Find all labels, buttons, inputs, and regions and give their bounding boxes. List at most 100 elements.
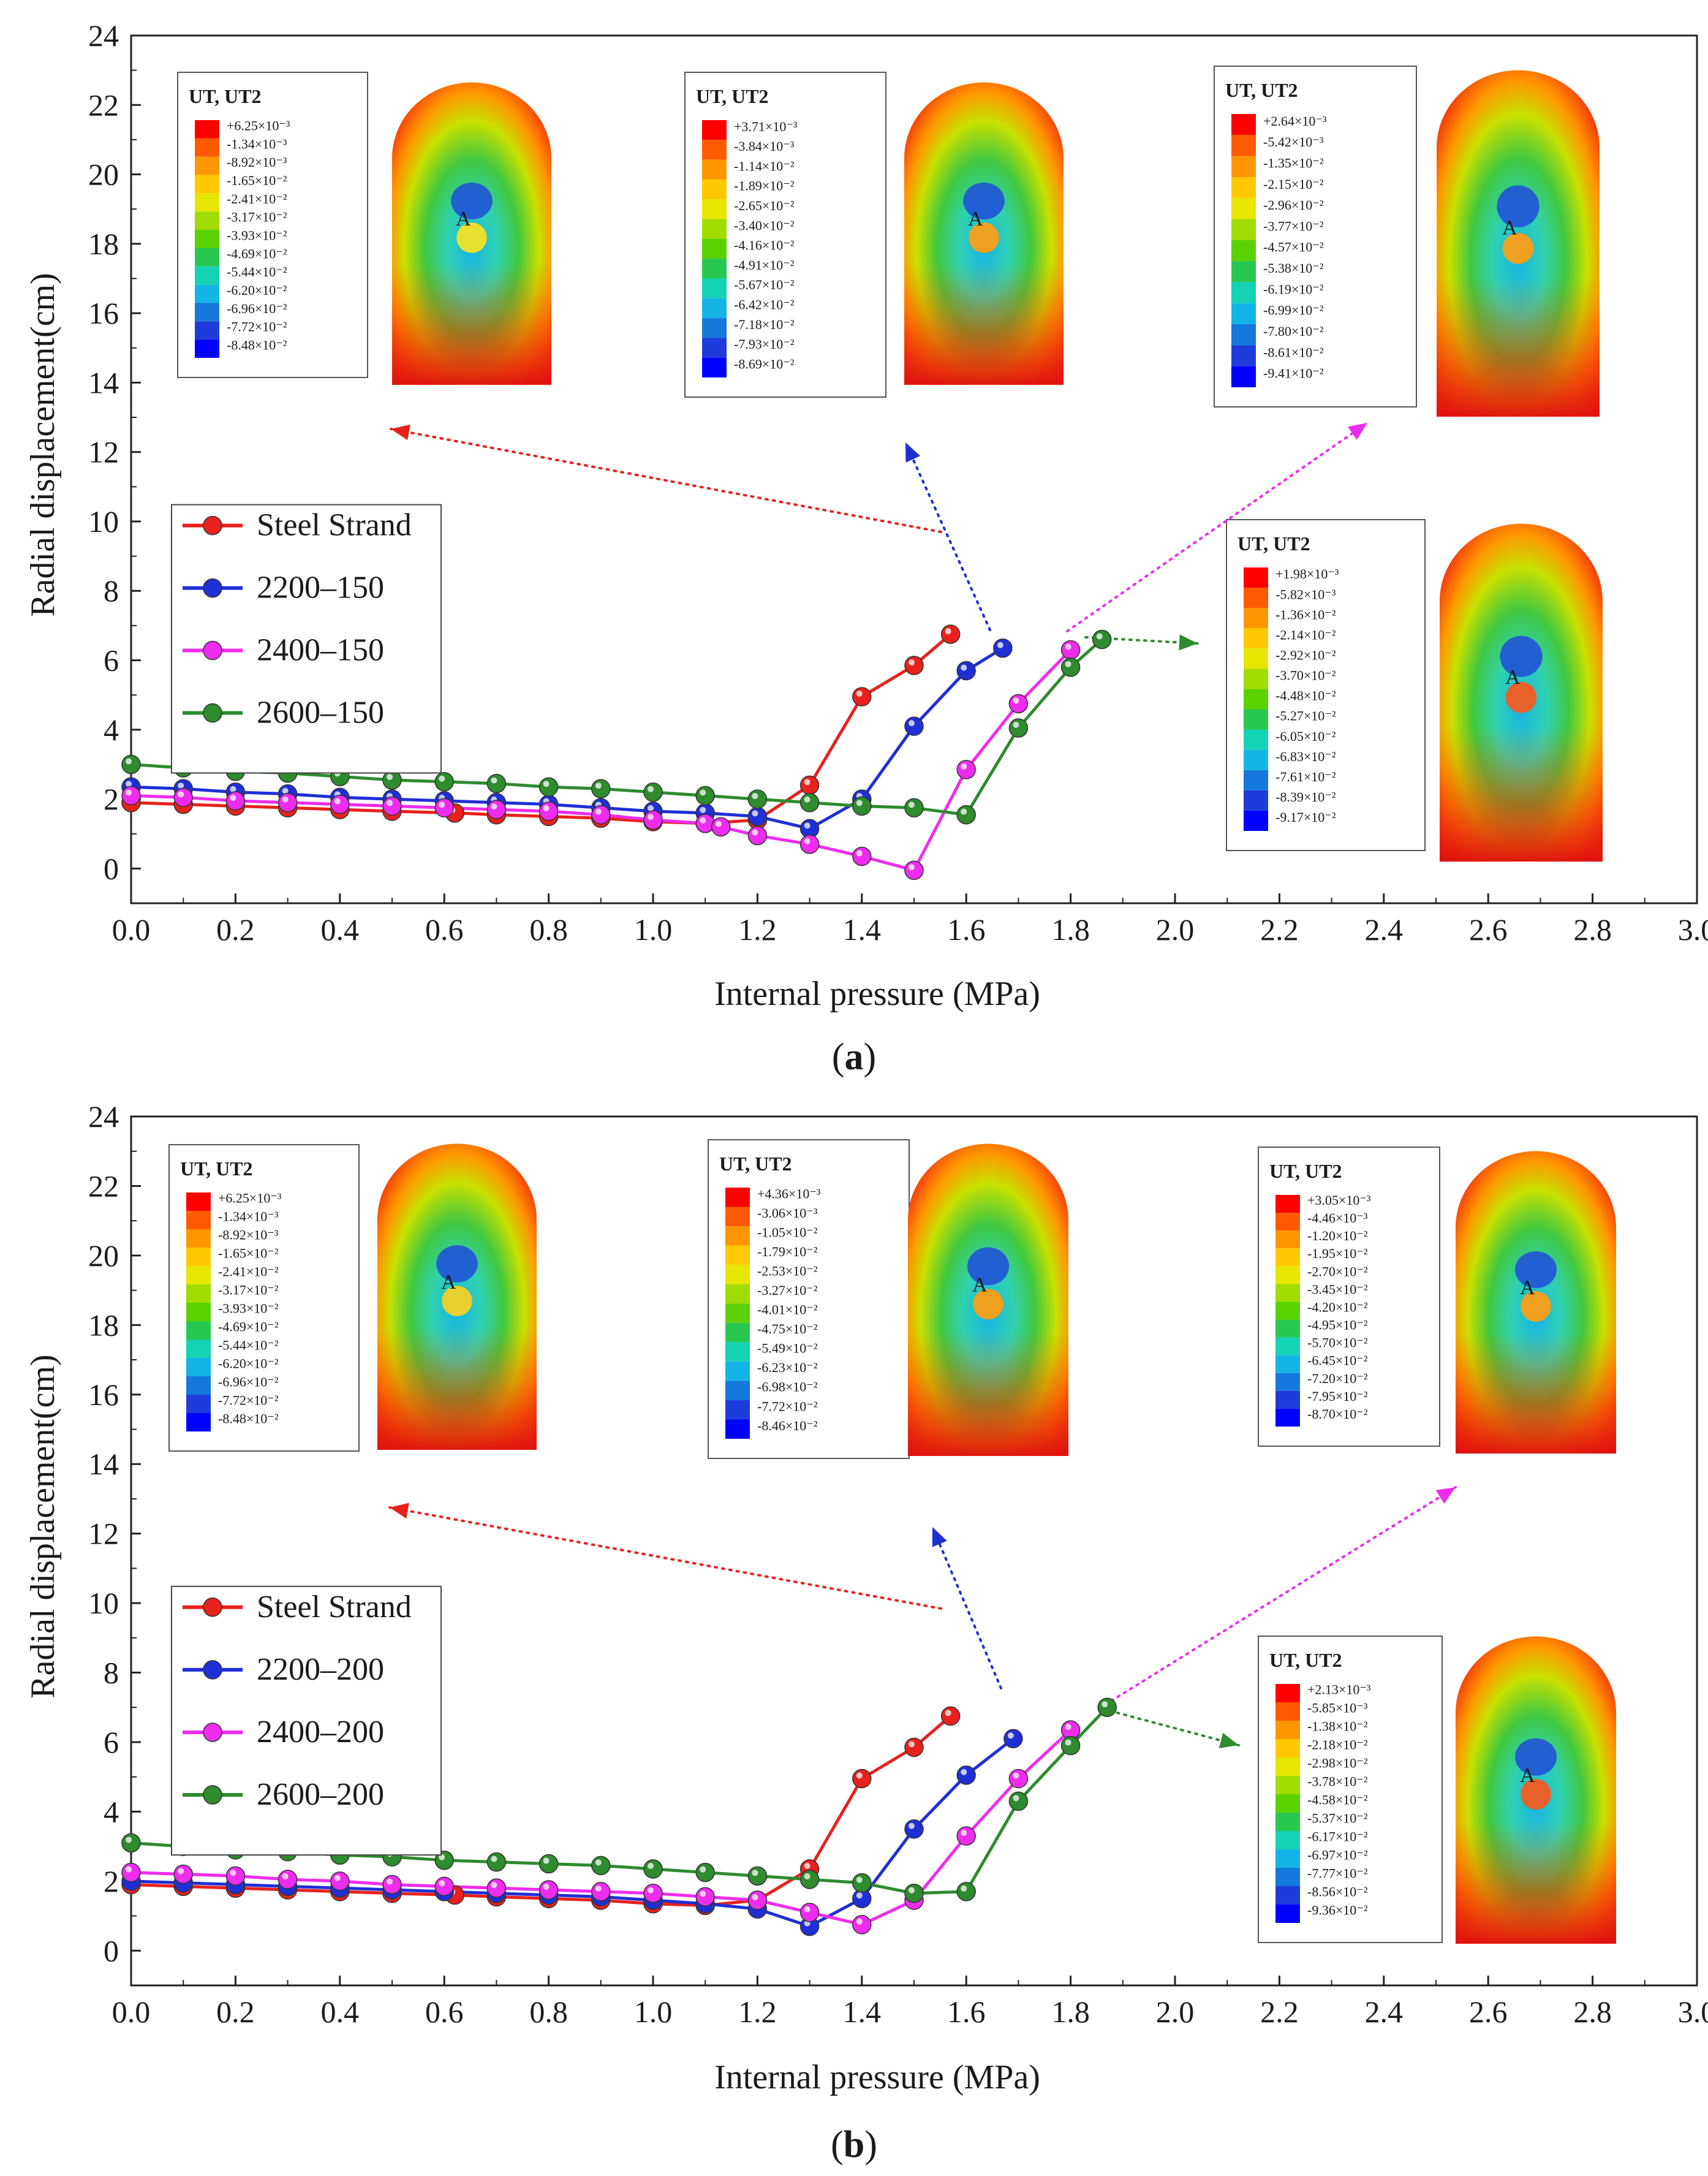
contour-color-swatch <box>1275 1408 1300 1427</box>
data-point-highlight <box>648 805 654 811</box>
contour-color-swatch <box>1275 1390 1300 1409</box>
contour-color-swatch <box>1244 790 1268 811</box>
contour-legend-title: UT, UT2 <box>180 1158 253 1180</box>
contour-color-swatch <box>702 338 727 358</box>
data-point-highlight <box>648 786 654 792</box>
data-point <box>711 817 731 837</box>
contour-value-label: -8.61×10⁻² <box>1263 344 1324 360</box>
data-point <box>643 783 663 802</box>
contour-color-swatch <box>186 1395 211 1413</box>
contour-color-swatch <box>195 211 219 230</box>
contour-color-swatch <box>702 179 727 200</box>
data-point-highlight <box>178 783 184 789</box>
contour-value-label: -1.36×10⁻² <box>1275 607 1336 622</box>
contour-legend-title: UT, UT2 <box>1269 1649 1342 1671</box>
x-tick-label: 1.2 <box>738 1995 777 2029</box>
callout-arrow-head <box>905 442 921 463</box>
contour-color-swatch <box>1275 1886 1300 1905</box>
x-tick-label: 2.4 <box>1365 912 1404 947</box>
data-point-highlight <box>439 1854 445 1860</box>
data-point-highlight <box>1013 721 1019 728</box>
contour-inset: UT, UT2 +2.13×10⁻³ -5.85×10⁻³ -1.38×10⁻² -2.… <box>1258 1636 1616 1944</box>
contour-color-swatch <box>725 1284 750 1304</box>
contour-value-label: -4.16×10⁻² <box>734 238 795 253</box>
data-point-highlight <box>909 802 915 808</box>
panel-a: 0.0 0.2 0.4 0.6 0.8 1.0 1.2 1.4 1.6 1.8 2.0 2.2 2.4 2… <box>24 18 1708 1013</box>
monitoring-point-label: A <box>441 1271 456 1294</box>
contour-value-label: +4.36×10⁻³ <box>757 1186 821 1201</box>
contour-legend-title: UT, UT2 <box>189 85 262 107</box>
x-tick-label: 2.8 <box>1573 1995 1612 2029</box>
contour-value-label: -3.78×10⁻² <box>1307 1774 1368 1789</box>
contour-inset: UT, UT2 +6.25×10⁻³ -1.34×10⁻³ -8.92×10⁻³ -1.… <box>168 1143 537 1452</box>
contour-value-label: -4.75×10⁻² <box>757 1321 818 1336</box>
contour-value-label: -4.95×10⁻² <box>1307 1317 1368 1333</box>
contour-inset: UT, UT2 +1.98×10⁻³ -5.82×10⁻³ -1.36×10⁻² -2.… <box>1226 519 1603 862</box>
contour-legend-title: UT, UT2 <box>696 85 769 107</box>
contour-color-swatch <box>195 156 219 175</box>
contour-value-label: -2.98×10⁻² <box>1307 1756 1368 1771</box>
contour-color-swatch <box>1244 588 1268 608</box>
legend-label: 2600–200 <box>257 1777 384 1812</box>
contour-value-label: -6.23×10⁻² <box>757 1360 818 1375</box>
contour-value-label: -4.20×10⁻² <box>1307 1299 1368 1314</box>
contour-color-swatch <box>1244 689 1268 710</box>
contour-value-label: -7.93×10⁻² <box>734 336 795 352</box>
contour-value-label: -4.48×10⁻² <box>1275 688 1336 703</box>
data-point-highlight <box>961 1768 967 1775</box>
data-point-highlight <box>909 659 915 666</box>
x-tick-label: 2.8 <box>1573 912 1612 947</box>
monitoring-point-marker <box>969 222 999 253</box>
data-point <box>1003 1729 1023 1749</box>
contour-value-label: -5.27×10⁻² <box>1275 708 1336 724</box>
contour-value-label: -7.72×10⁻² <box>227 319 287 335</box>
data-point-highlight <box>1065 643 1071 650</box>
data-point-highlight <box>961 1830 967 1837</box>
contour-color-swatch <box>195 138 219 157</box>
contour-value-label: +6.25×10⁻³ <box>227 118 290 133</box>
data-point <box>940 1706 961 1726</box>
data-point-highlight <box>945 628 951 635</box>
contour-color-swatch <box>725 1207 750 1227</box>
contour-value-label: -2.18×10⁻² <box>1307 1737 1368 1753</box>
y-tick-label: 4 <box>104 1794 119 1829</box>
monitoring-point-marker <box>1521 1779 1551 1810</box>
legend-label: 2400–200 <box>257 1715 384 1750</box>
data-point <box>799 775 820 795</box>
x-tick-label: 0.0 <box>112 912 151 947</box>
data-point <box>904 656 924 675</box>
monitoring-point-label: A <box>1520 1764 1535 1787</box>
data-point <box>382 796 402 816</box>
contour-color-swatch <box>186 1413 211 1431</box>
contour-legend-title: UT, UT2 <box>1225 79 1298 101</box>
contour-value-label: -8.46×10⁻² <box>757 1418 818 1433</box>
data-point <box>904 860 924 880</box>
y-tick-label: 12 <box>88 1517 119 1551</box>
data-point <box>904 1883 924 1903</box>
contour-value-label: -5.49×10⁻² <box>757 1341 818 1356</box>
data-point <box>940 624 961 644</box>
data-point <box>643 1883 663 1903</box>
x-tick-label: 1.4 <box>843 1995 882 2029</box>
data-point-highlight <box>961 1885 967 1892</box>
contour-color-swatch <box>1275 1337 1300 1355</box>
data-point-highlight <box>1096 633 1103 640</box>
data-point-highlight <box>1013 1795 1019 1802</box>
contour-color-swatch <box>1275 1284 1300 1302</box>
contour-color-swatch <box>186 1303 211 1321</box>
monitoring-point-label: A <box>968 208 983 230</box>
contour-value-label: -1.34×10⁻³ <box>227 136 287 151</box>
contour-value-label: -5.82×10⁻³ <box>1275 586 1336 602</box>
contour-color-swatch <box>1275 1849 1300 1868</box>
contour-color-swatch <box>1275 1355 1300 1373</box>
data-point <box>538 777 559 797</box>
contour-value-label: -3.70×10⁻² <box>1275 668 1336 683</box>
contour-value-label: -8.92×10⁻³ <box>218 1227 279 1243</box>
data-point-highlight <box>543 1884 550 1890</box>
data-point <box>121 786 141 806</box>
contour-color-swatch <box>1244 810 1268 831</box>
contour-color-swatch <box>725 1188 750 1207</box>
data-point <box>382 1875 402 1895</box>
y-tick-label: 20 <box>88 157 119 192</box>
contour-color-swatch <box>725 1400 750 1420</box>
